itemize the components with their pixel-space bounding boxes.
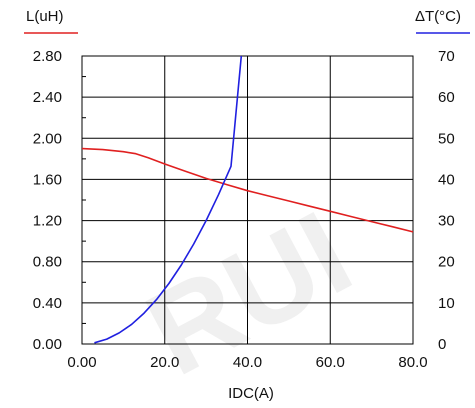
inductance-line	[81, 147, 414, 233]
tick-labels: 0.00 20.0 40.0 60.0 80.0 0.00 0.40 0.80 1.20 1.60…	[33, 48, 455, 371]
y-right-tick-label: 10	[438, 295, 455, 312]
y-right-tick-label: 30	[438, 213, 455, 230]
x-tick-label: 40.0	[233, 354, 262, 371]
right-axis-label: ΔT(°C)	[415, 8, 461, 25]
x-tick-label: 80.0	[398, 354, 427, 371]
y-left-tick-label: 2.40	[33, 89, 62, 106]
y-right-tick-label: 40	[438, 171, 455, 188]
y-right-tick-label: 60	[438, 89, 455, 106]
y-left-tick-label: 0.40	[33, 295, 62, 312]
y-right-tick-label: 50	[438, 130, 455, 147]
temperature-rise-line	[94, 55, 243, 344]
x-tick-label: 0.00	[67, 354, 96, 371]
plot-frame	[81, 55, 414, 345]
y-left-tick-label: 0.00	[33, 336, 62, 353]
y-right-tick-label: 0	[438, 336, 446, 353]
y-left-tick-label: 0.80	[33, 254, 62, 271]
y-left-tick-label: 1.20	[33, 213, 62, 230]
x-axis-label: IDC(A)	[228, 385, 274, 402]
x-tick-label: 20.0	[150, 354, 179, 371]
x-tick-label: 60.0	[316, 354, 345, 371]
y-left-tick-label: 2.00	[33, 130, 62, 147]
left-axis-label: L(uH)	[26, 8, 64, 25]
y-right-tick-label: 70	[438, 48, 455, 65]
y-right-tick-label: 20	[438, 254, 455, 271]
y-left-tick-label: 2.80	[33, 48, 62, 65]
y-left-tick-label: 1.60	[33, 171, 62, 188]
series	[81, 55, 414, 344]
